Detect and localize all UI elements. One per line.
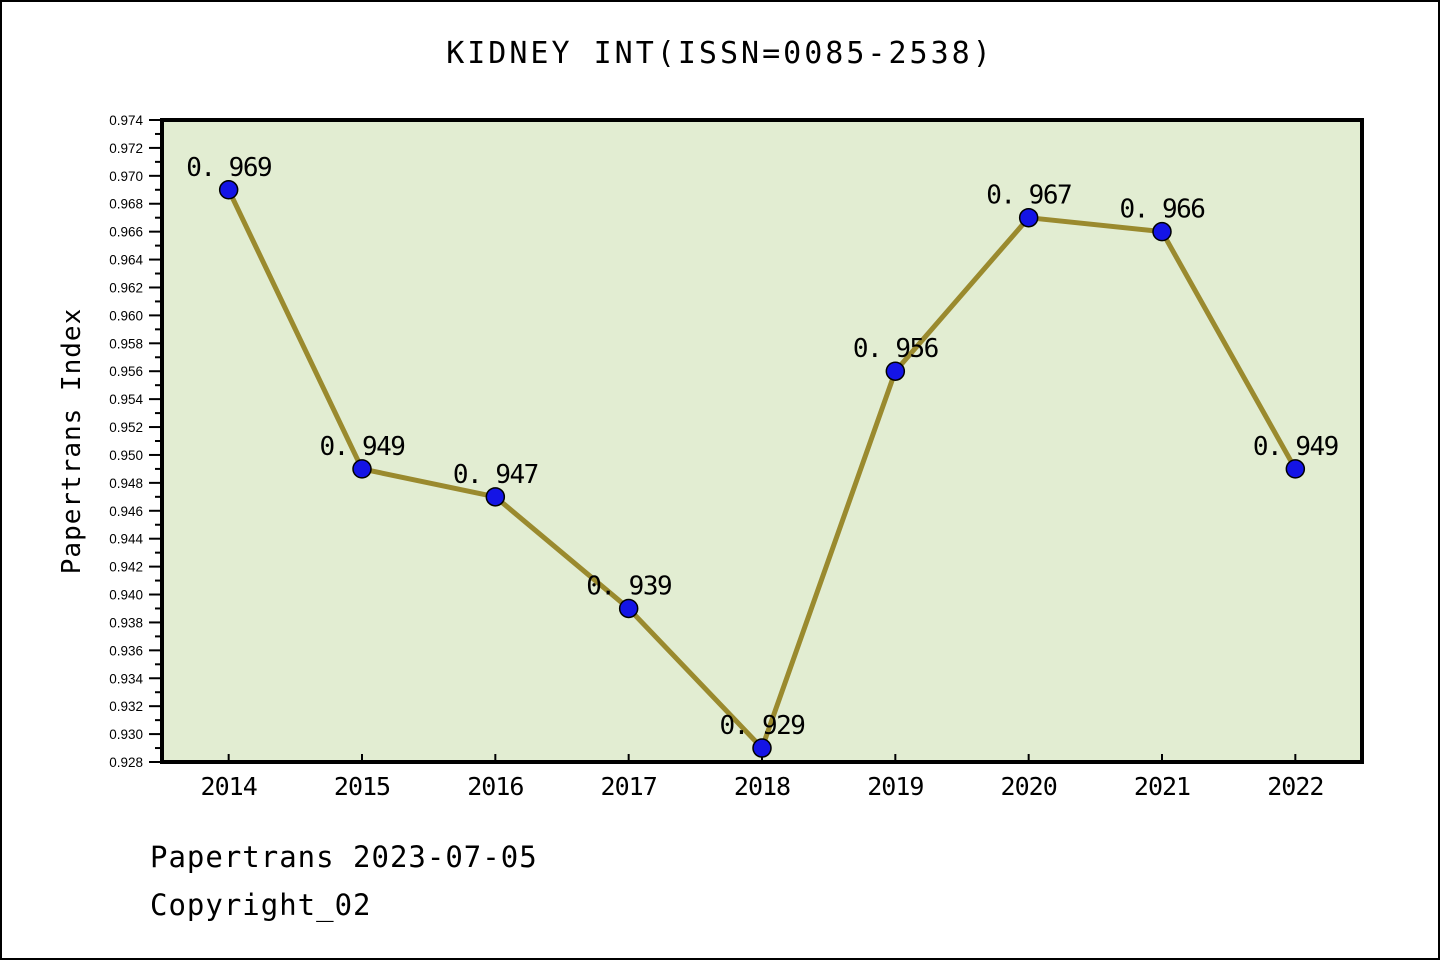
data-point-label: 0. 967	[986, 181, 1071, 211]
y-tick-label: 0.938	[109, 615, 143, 630]
data-point-marker	[885, 361, 906, 381]
data-point-label: 0. 949	[1253, 432, 1338, 462]
data-point-marker	[1285, 459, 1306, 479]
y-tick-label: 0.962	[109, 280, 143, 295]
data-point-marker	[752, 738, 772, 758]
y-axis-title: Papertrans Index	[57, 308, 87, 574]
y-tick-label: 0.934	[109, 671, 143, 686]
y-tick-label: 0.950	[109, 448, 143, 463]
y-tick-label: 0.928	[109, 755, 143, 770]
data-point-label: 0. 956	[853, 334, 938, 364]
data-point-marker	[1152, 221, 1172, 242]
y-tick-label: 0.964	[109, 253, 143, 268]
data-point-marker	[1018, 207, 1039, 228]
data-point-label: 0. 929	[720, 711, 805, 741]
x-tick-label: 2015	[334, 772, 390, 801]
y-tick-label: 0.948	[109, 476, 143, 491]
data-point-label: 0. 966	[1120, 195, 1205, 225]
x-tick-label: 2018	[734, 772, 790, 801]
y-tick-label: 0.946	[109, 504, 143, 519]
chart-title: KIDNEY INT(ISSN=0085-2538)	[446, 36, 994, 71]
plot-border	[160, 118, 1364, 764]
x-tick-label: 2020	[1001, 772, 1057, 801]
x-tick-label: 2022	[1267, 772, 1323, 801]
x-tick-label: 2014	[201, 772, 257, 801]
data-point-marker	[618, 598, 639, 619]
x-tick-label: 2019	[867, 772, 923, 801]
y-tick-label: 0.972	[109, 141, 143, 156]
footer-source-date: Papertrans 2023-07-05	[150, 840, 538, 874]
y-tick-label: 0.958	[109, 336, 143, 351]
y-tick-label: 0.936	[109, 643, 143, 658]
y-tick-label: 0.960	[109, 308, 143, 323]
y-tick-label: 0.974	[109, 113, 143, 128]
y-tick-label: 0.968	[109, 197, 143, 212]
y-tick-label: 0.940	[109, 588, 143, 603]
y-tick-label: 0.952	[109, 420, 143, 435]
data-point-label: 0. 969	[186, 153, 271, 183]
y-tick-label: 0.930	[109, 727, 143, 742]
y-tick-label: 0.956	[109, 364, 143, 379]
x-tick-label: 2017	[601, 772, 657, 801]
y-tick-label: 0.944	[109, 532, 143, 547]
y-tick-label: 0.932	[109, 699, 143, 714]
footer-copyright: Copyright_02	[150, 888, 372, 922]
x-tick-label: 2021	[1134, 772, 1190, 801]
data-point-label: 0. 947	[453, 460, 538, 490]
data-point-label: 0. 949	[320, 432, 405, 462]
y-tick-label: 0.942	[109, 560, 143, 575]
data-point-marker	[352, 459, 372, 479]
data-point-marker	[485, 487, 506, 507]
data-point-marker	[218, 180, 239, 200]
y-tick-label: 0.954	[109, 392, 143, 407]
data-point-label: 0. 939	[586, 571, 671, 601]
y-tick-label: 0.966	[109, 225, 143, 240]
y-tick-label: 0.970	[109, 169, 143, 184]
x-tick-label: 2016	[467, 772, 523, 801]
